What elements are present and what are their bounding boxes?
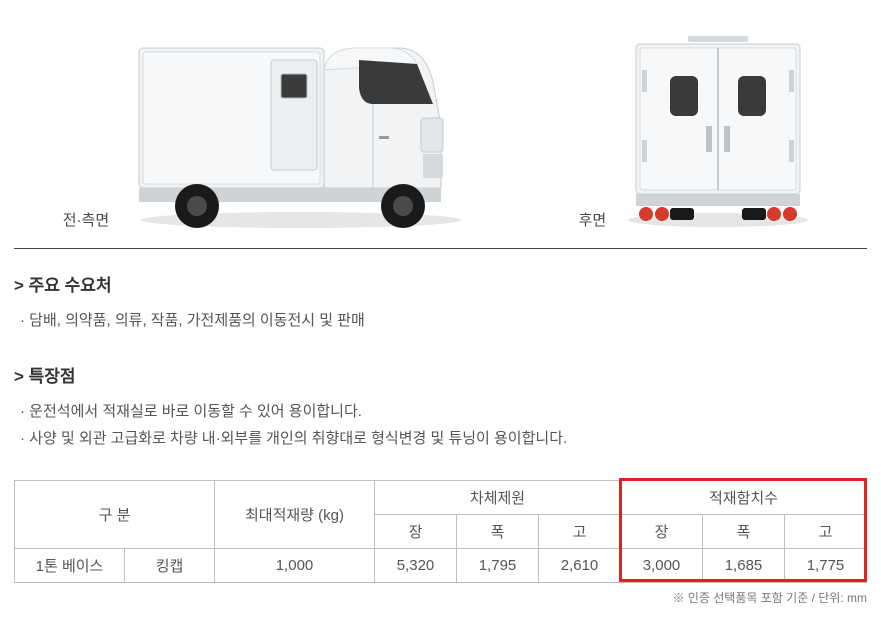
th-cargo-l: 장 [621, 514, 703, 548]
vehicle-images-row: 전·측면 [14, 10, 867, 230]
td-body-h: 2,610 [539, 548, 621, 582]
rear-view-label: 후면 [579, 209, 607, 230]
td-cargo-w: 1,685 [703, 548, 785, 582]
spec-table-wrap: 구 분 최대적재량 (kg) 차체제원 적재함치수 장 폭 고 장 폭 고 1톤… [14, 480, 867, 583]
td-base: 1톤 베이스 [15, 548, 125, 582]
features-bullets: 운전석에서 적재실로 바로 이동할 수 있어 용이합니다. 사양 및 외관 고급… [14, 399, 867, 452]
spec-table: 구 분 최대적재량 (kg) 차체제원 적재함치수 장 폭 고 장 폭 고 1톤… [14, 480, 867, 583]
td-cargo-h: 1,775 [785, 548, 867, 582]
section-divider [14, 248, 867, 249]
th-cargospec: 적재함치수 [621, 480, 867, 514]
table-footnote: ※ 인증 선택품목 포함 기준 / 단위: mm [14, 589, 867, 606]
td-maxload: 1,000 [215, 548, 375, 582]
th-cargo-h: 고 [785, 514, 867, 548]
td-cab: 킹캡 [125, 548, 215, 582]
th-body-l: 장 [375, 514, 457, 548]
features-heading: 특장점 [14, 362, 867, 387]
feature-line-2: 사양 및 외관 고급화로 차량 내·외부를 개인의 취향대로 형식변경 및 튜닝… [14, 426, 867, 452]
td-body-l: 5,320 [375, 548, 457, 582]
demand-line-1: 담배, 의약품, 의류, 작품, 가전제품의 이동전시 및 판매 [14, 308, 867, 334]
th-body-h: 고 [539, 514, 621, 548]
th-bodyspec: 차체제원 [375, 480, 621, 514]
side-view-label: 전·측면 [63, 209, 109, 230]
side-view-block: 전·측면 [63, 30, 481, 230]
truck-rear-illustration [618, 30, 818, 230]
td-body-w: 1,795 [457, 548, 539, 582]
td-cargo-l: 3,000 [621, 548, 703, 582]
rear-view-block: 후면 [579, 30, 819, 230]
truck-side-illustration [121, 30, 481, 230]
feature-line-1: 운전석에서 적재실로 바로 이동할 수 있어 용이합니다. [14, 399, 867, 425]
demand-bullets: 담배, 의약품, 의류, 작품, 가전제품의 이동전시 및 판매 [14, 308, 867, 334]
th-cargo-w: 폭 [703, 514, 785, 548]
th-maxload: 최대적재량 (kg) [215, 480, 375, 548]
demand-heading: 주요 수요처 [14, 271, 867, 296]
th-body-w: 폭 [457, 514, 539, 548]
th-category: 구 분 [15, 480, 215, 548]
